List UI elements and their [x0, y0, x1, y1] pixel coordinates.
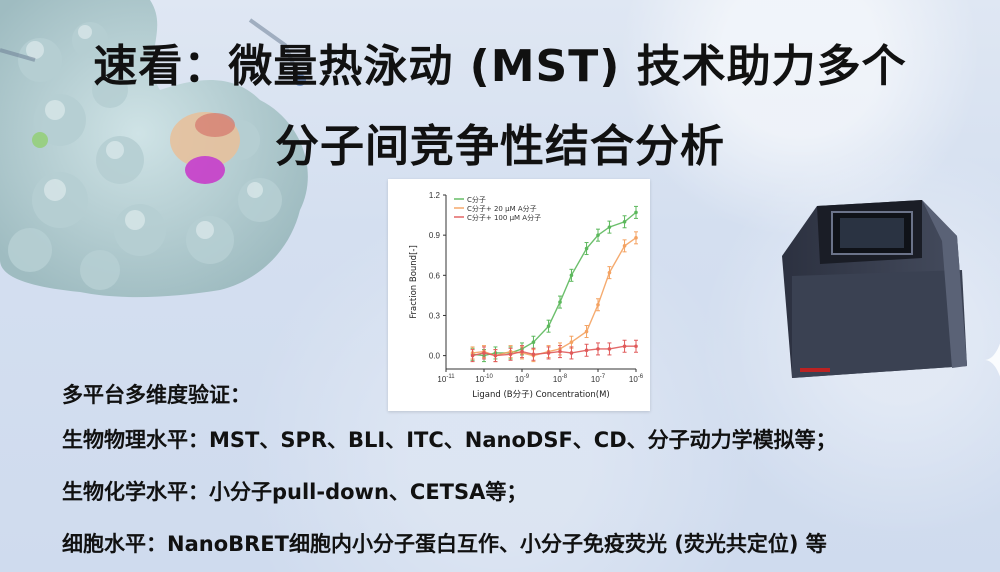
data-point [622, 344, 627, 349]
data-point [622, 219, 627, 224]
data-point [569, 273, 574, 278]
legend-label: C分子 [467, 195, 486, 204]
x-tick-label: 10-6 [629, 374, 644, 384]
legend-label: C分子+ 100 μM A分子 [467, 213, 541, 222]
data-point [546, 324, 551, 328]
data-point [634, 344, 638, 349]
data-point [546, 351, 551, 355]
data-point [596, 347, 600, 351]
data-point [584, 348, 589, 353]
cellular-line: 细胞水平：NanoBRET细胞内小分子蛋白互作、小分子免疫荧光 (荧光共定位) … [62, 532, 827, 556]
data-point [569, 351, 574, 355]
x-tick-label: 10-10 [475, 374, 493, 384]
y-tick-label: 0.6 [429, 271, 441, 280]
data-point [558, 349, 562, 354]
verification-text-block: 多平台多维度验证： 生物物理水平：MST、SPR、BLI、ITC、NanoDSF… [62, 376, 992, 570]
section-heading: 多平台多维度验证： [62, 383, 251, 407]
data-point [482, 351, 486, 355]
decorative-sparkle-icon [984, 330, 1000, 390]
page-title-line-1: 速看：微量热泳动 (MST) 技术助力多个 [93, 41, 907, 92]
data-point [569, 340, 574, 345]
data-point [634, 236, 638, 240]
x-tick-label: 10-8 [553, 374, 568, 384]
data-point [531, 352, 536, 357]
data-point [607, 347, 612, 351]
y-axis-label: Fraction Bound[-] [409, 245, 419, 319]
series-line [472, 345, 636, 357]
biophysics-line: 生物物理水平：MST、SPR、BLI、ITC、NanoDSF、CD、分子动力学模… [62, 428, 837, 452]
data-point [508, 352, 513, 357]
data-point [584, 246, 589, 251]
protein-structure-image [0, 0, 308, 298]
data-point [634, 210, 638, 215]
binding-curve-chart: 0.0 0.3 0.6 0.9 1.2 10-11 10-10 10-9 10-8 10-7 10-… [388, 179, 650, 411]
x-tick-label: 10-11 [437, 374, 455, 384]
legend-label: C分子+ 20 μM A分子 [467, 204, 537, 213]
y-tick-label: 1.2 [429, 191, 441, 200]
chart-svg: 0.0 0.3 0.6 0.9 1.2 10-11 10-10 10-9 10-8 10-7 10-… [409, 191, 644, 400]
series-line [472, 237, 637, 357]
x-tick-label: 10-7 [591, 374, 606, 384]
y-tick-label: 0.0 [429, 352, 441, 361]
data-point [607, 270, 612, 275]
series-line [472, 211, 637, 357]
mst-instrument-image [782, 200, 967, 378]
data-point [584, 329, 589, 334]
y-tick-label: 0.9 [429, 231, 441, 240]
data-point [558, 300, 562, 304]
data-point [531, 340, 536, 345]
data-point [596, 233, 600, 237]
page-title-line-2: 分子间竞争性结合分析 [275, 121, 725, 172]
data-point [493, 353, 498, 358]
y-tick-label: 0.3 [429, 311, 441, 320]
x-tick-label: 10-9 [515, 374, 530, 384]
data-point [607, 225, 612, 229]
data-point [470, 353, 475, 358]
x-axis-label: Ligand (B分子) Concentration(M) [472, 390, 609, 400]
biochemistry-line: 生物化学水平：小分子pull-down、CETSA等； [62, 480, 528, 504]
data-point [520, 349, 524, 354]
data-point [622, 244, 627, 248]
data-point [596, 302, 600, 307]
